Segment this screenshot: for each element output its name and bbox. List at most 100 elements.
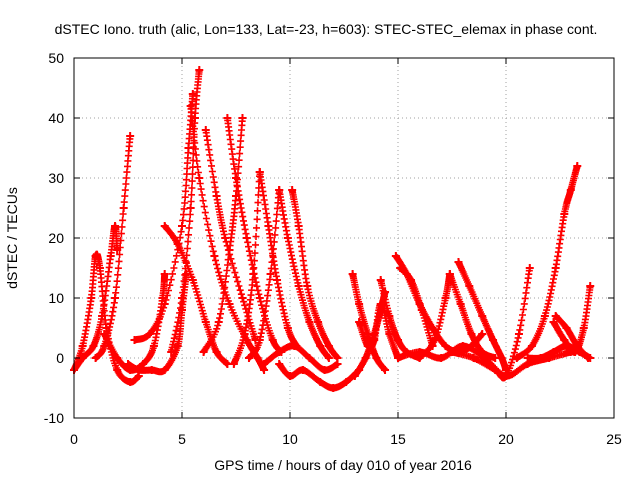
data-point bbox=[394, 354, 402, 362]
data-point bbox=[139, 360, 148, 368]
data-point bbox=[124, 360, 132, 368]
series-arc-17 bbox=[288, 186, 342, 362]
data-point bbox=[240, 330, 249, 338]
data-point bbox=[314, 318, 323, 326]
data-point bbox=[417, 306, 426, 314]
data-point bbox=[275, 348, 284, 356]
data-point bbox=[184, 144, 193, 152]
series-arc-10 bbox=[201, 126, 260, 344]
data-point bbox=[134, 366, 143, 374]
data-point bbox=[361, 354, 370, 362]
y-axis-label: dSTEC / TECUs bbox=[4, 187, 20, 289]
data-point bbox=[283, 234, 292, 242]
data-point bbox=[329, 384, 338, 392]
data-point bbox=[225, 246, 234, 254]
data-point bbox=[294, 282, 303, 290]
data-point bbox=[437, 354, 446, 362]
data-point bbox=[149, 342, 158, 350]
y-tick-label: 0 bbox=[56, 350, 64, 366]
data-point bbox=[178, 294, 186, 302]
data-point bbox=[478, 312, 487, 320]
data-point bbox=[305, 318, 314, 326]
data-point bbox=[264, 222, 273, 230]
data-point bbox=[145, 330, 154, 338]
data-point bbox=[396, 264, 405, 272]
data-point bbox=[186, 204, 195, 212]
data-point bbox=[188, 90, 197, 98]
data-point bbox=[385, 312, 394, 320]
data-point bbox=[467, 330, 476, 338]
data-point bbox=[454, 258, 463, 266]
data-point bbox=[253, 354, 262, 362]
data-point bbox=[363, 342, 372, 350]
data-point bbox=[91, 354, 100, 362]
data-point bbox=[514, 330, 523, 338]
data-point bbox=[232, 174, 240, 182]
data-point bbox=[372, 354, 381, 362]
series-arc-16 bbox=[275, 186, 333, 362]
data-point bbox=[119, 204, 128, 212]
x-tick-label: 15 bbox=[390, 431, 406, 447]
data-point bbox=[242, 234, 251, 242]
data-point bbox=[428, 324, 437, 332]
data-point bbox=[214, 318, 223, 326]
data-point bbox=[266, 270, 275, 278]
data-point bbox=[283, 324, 292, 332]
data-point bbox=[91, 252, 100, 260]
data-point bbox=[238, 114, 247, 122]
data-point bbox=[160, 366, 169, 374]
data-point bbox=[275, 360, 284, 368]
data-point bbox=[415, 348, 424, 356]
data-point bbox=[111, 222, 120, 230]
data-point bbox=[370, 336, 379, 344]
data-point bbox=[201, 318, 210, 326]
data-point bbox=[549, 318, 558, 326]
x-tick-label: 20 bbox=[498, 431, 514, 447]
data-point bbox=[225, 300, 234, 308]
data-point bbox=[111, 294, 120, 302]
data-point bbox=[305, 354, 314, 362]
data-point bbox=[113, 366, 122, 374]
y-tick-label: 40 bbox=[48, 110, 64, 126]
data-point bbox=[195, 174, 204, 182]
data-point bbox=[575, 348, 584, 356]
data-point bbox=[212, 192, 221, 200]
data-point bbox=[350, 372, 359, 380]
data-point bbox=[579, 324, 588, 332]
data-point bbox=[147, 366, 156, 374]
data-point bbox=[376, 300, 385, 308]
data-point bbox=[106, 252, 115, 260]
data-point bbox=[391, 252, 400, 260]
data-point bbox=[126, 378, 135, 386]
data-point bbox=[113, 354, 122, 362]
series-markers bbox=[131, 90, 197, 344]
data-point bbox=[167, 348, 176, 356]
data-point bbox=[489, 336, 498, 344]
data-point bbox=[324, 342, 333, 350]
data-point bbox=[249, 270, 258, 278]
data-point bbox=[316, 378, 325, 386]
data-point bbox=[160, 222, 169, 230]
series-arc-33 bbox=[549, 282, 595, 356]
series-arc-6 bbox=[160, 222, 232, 368]
data-point bbox=[512, 354, 521, 362]
series-arc-7 bbox=[130, 90, 197, 344]
y-tick-label: 50 bbox=[48, 50, 64, 66]
y-tick-label: 10 bbox=[48, 290, 64, 306]
data-point bbox=[188, 276, 197, 284]
data-point bbox=[525, 264, 534, 272]
data-point bbox=[491, 366, 500, 374]
data-point bbox=[89, 342, 98, 350]
data-point bbox=[294, 222, 303, 230]
data-point bbox=[316, 342, 325, 350]
data-point bbox=[441, 294, 450, 302]
data-series bbox=[70, 66, 595, 392]
data-point bbox=[527, 342, 536, 350]
data-point bbox=[551, 312, 560, 320]
series-arc-25 bbox=[396, 264, 437, 350]
data-point bbox=[195, 66, 204, 74]
data-point bbox=[406, 276, 415, 284]
series-arc-5 bbox=[124, 270, 191, 376]
x-tick-label: 5 bbox=[178, 431, 186, 447]
y-tick-label: 20 bbox=[48, 230, 64, 246]
